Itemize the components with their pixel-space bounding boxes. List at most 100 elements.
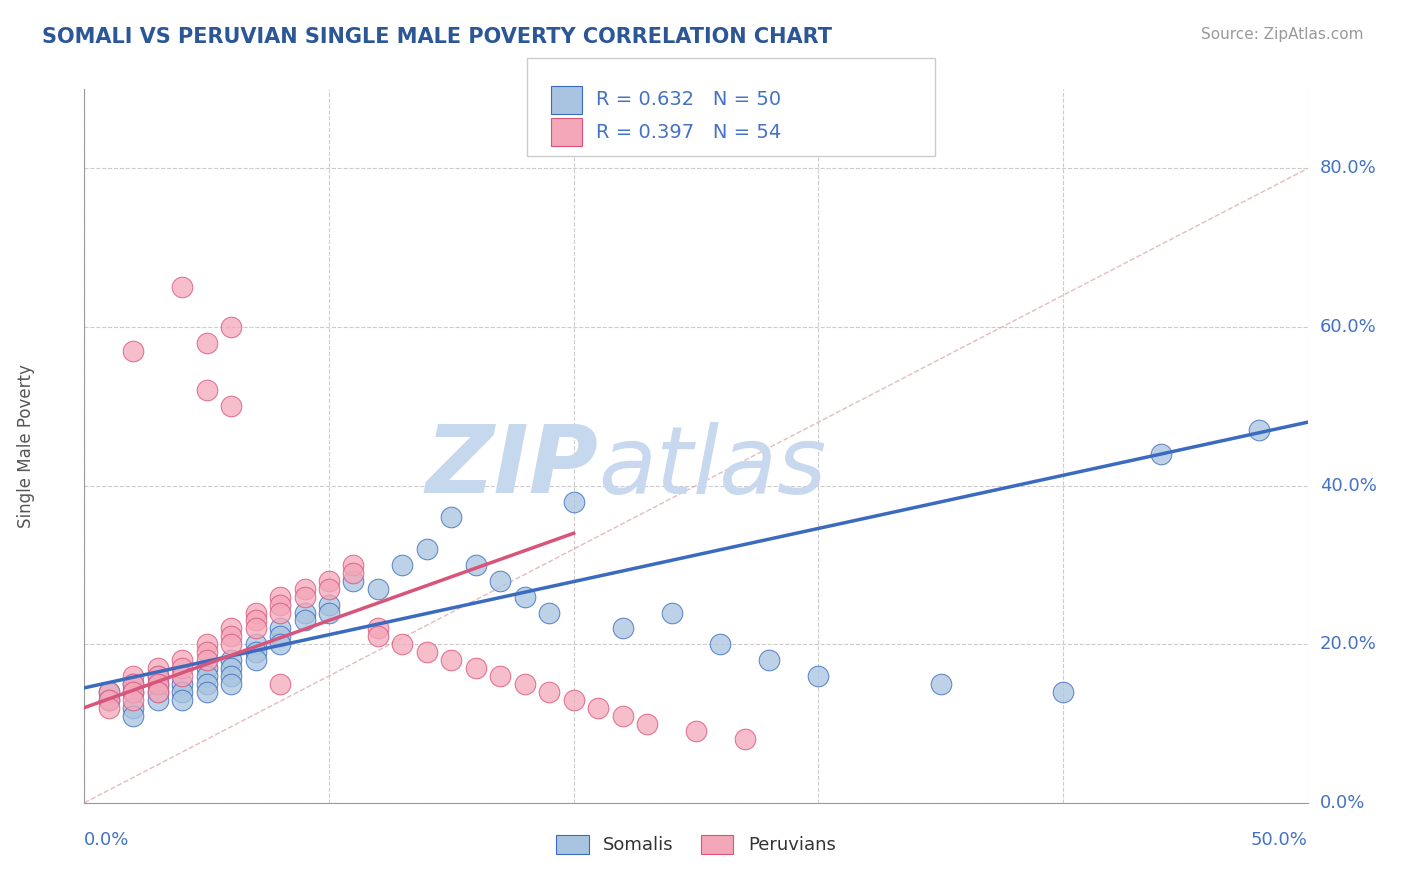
Point [391, 637, 413, 651]
Point [269, 629, 291, 643]
Point [464, 558, 486, 572]
Point [1247, 423, 1270, 437]
Text: 60.0%: 60.0% [1320, 318, 1376, 336]
Point [294, 590, 316, 604]
Text: R = 0.632   N = 50: R = 0.632 N = 50 [596, 90, 782, 110]
Point [97, 685, 120, 699]
Text: 20.0%: 20.0% [1320, 635, 1376, 653]
Point [489, 574, 512, 588]
Point [489, 669, 512, 683]
Point [122, 692, 145, 706]
Point [195, 653, 218, 667]
Point [612, 708, 634, 723]
Text: atlas: atlas [598, 422, 827, 513]
Point [318, 598, 340, 612]
Point [219, 653, 242, 667]
Point [122, 685, 145, 699]
Point [416, 645, 439, 659]
Point [538, 606, 561, 620]
Point [269, 598, 291, 612]
Point [146, 661, 169, 675]
Point [195, 637, 218, 651]
Point [219, 677, 242, 691]
Point [367, 621, 389, 635]
Text: 0.0%: 0.0% [84, 831, 129, 849]
Point [709, 637, 731, 651]
Point [245, 614, 267, 628]
Point [318, 606, 340, 620]
Point [245, 621, 267, 635]
Point [219, 661, 242, 675]
Point [586, 700, 609, 714]
Point [219, 320, 242, 334]
Point [195, 677, 218, 691]
Point [612, 621, 634, 635]
Point [219, 629, 242, 643]
Text: 50.0%: 50.0% [1251, 831, 1308, 849]
Point [367, 582, 389, 596]
Point [245, 606, 267, 620]
Point [513, 677, 536, 691]
Point [122, 685, 145, 699]
Text: 0.0%: 0.0% [1320, 794, 1365, 812]
Point [172, 280, 194, 294]
Text: SOMALI VS PERUVIAN SINGLE MALE POVERTY CORRELATION CHART: SOMALI VS PERUVIAN SINGLE MALE POVERTY C… [42, 27, 832, 46]
Point [245, 637, 267, 651]
Point [294, 614, 316, 628]
Point [367, 629, 389, 643]
Point [562, 692, 585, 706]
Point [122, 343, 145, 358]
Point [97, 700, 120, 714]
Point [342, 566, 364, 580]
Point [416, 542, 439, 557]
Point [122, 669, 145, 683]
Point [245, 645, 267, 659]
Point [172, 677, 194, 691]
Point [758, 653, 780, 667]
Point [1150, 447, 1173, 461]
Text: 40.0%: 40.0% [1320, 476, 1376, 495]
Point [146, 692, 169, 706]
Point [195, 661, 218, 675]
Point [219, 669, 242, 683]
Text: Source: ZipAtlas.com: Source: ZipAtlas.com [1201, 27, 1364, 42]
Point [1052, 685, 1074, 699]
Point [146, 677, 169, 691]
Point [172, 669, 194, 683]
Point [440, 653, 463, 667]
Point [219, 637, 242, 651]
Point [122, 700, 145, 714]
Point [562, 494, 585, 508]
Point [513, 590, 536, 604]
Point [195, 384, 218, 398]
Point [538, 685, 561, 699]
Text: ZIP: ZIP [425, 421, 598, 514]
Point [294, 606, 316, 620]
Point [172, 661, 194, 675]
Point [294, 582, 316, 596]
Point [195, 335, 218, 350]
Point [269, 621, 291, 635]
Point [269, 637, 291, 651]
Point [195, 645, 218, 659]
Point [318, 582, 340, 596]
Point [245, 653, 267, 667]
Point [146, 669, 169, 683]
Point [342, 558, 364, 572]
Point [146, 685, 169, 699]
Point [269, 677, 291, 691]
Point [342, 574, 364, 588]
Point [269, 606, 291, 620]
Point [661, 606, 683, 620]
Point [391, 558, 413, 572]
Point [97, 692, 120, 706]
Point [195, 669, 218, 683]
Point [929, 677, 952, 691]
Point [269, 590, 291, 604]
Point [97, 692, 120, 706]
Text: Single Male Poverty: Single Male Poverty [17, 364, 35, 528]
Point [318, 574, 340, 588]
Point [440, 510, 463, 524]
Point [636, 716, 658, 731]
Point [685, 724, 707, 739]
